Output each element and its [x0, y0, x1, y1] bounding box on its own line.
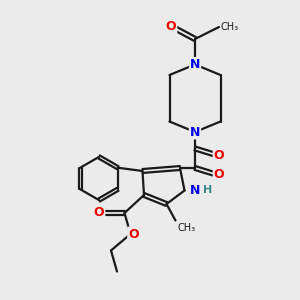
- Text: CH₃: CH₃: [220, 22, 238, 32]
- Text: O: O: [94, 206, 104, 220]
- Text: O: O: [214, 149, 224, 162]
- Text: N: N: [190, 125, 200, 139]
- Text: N: N: [190, 58, 200, 71]
- Text: O: O: [214, 168, 224, 182]
- Text: H: H: [203, 185, 212, 195]
- Text: CH₃: CH₃: [178, 223, 196, 233]
- Text: N: N: [190, 184, 200, 197]
- Text: O: O: [166, 20, 176, 34]
- Text: O: O: [128, 227, 139, 241]
